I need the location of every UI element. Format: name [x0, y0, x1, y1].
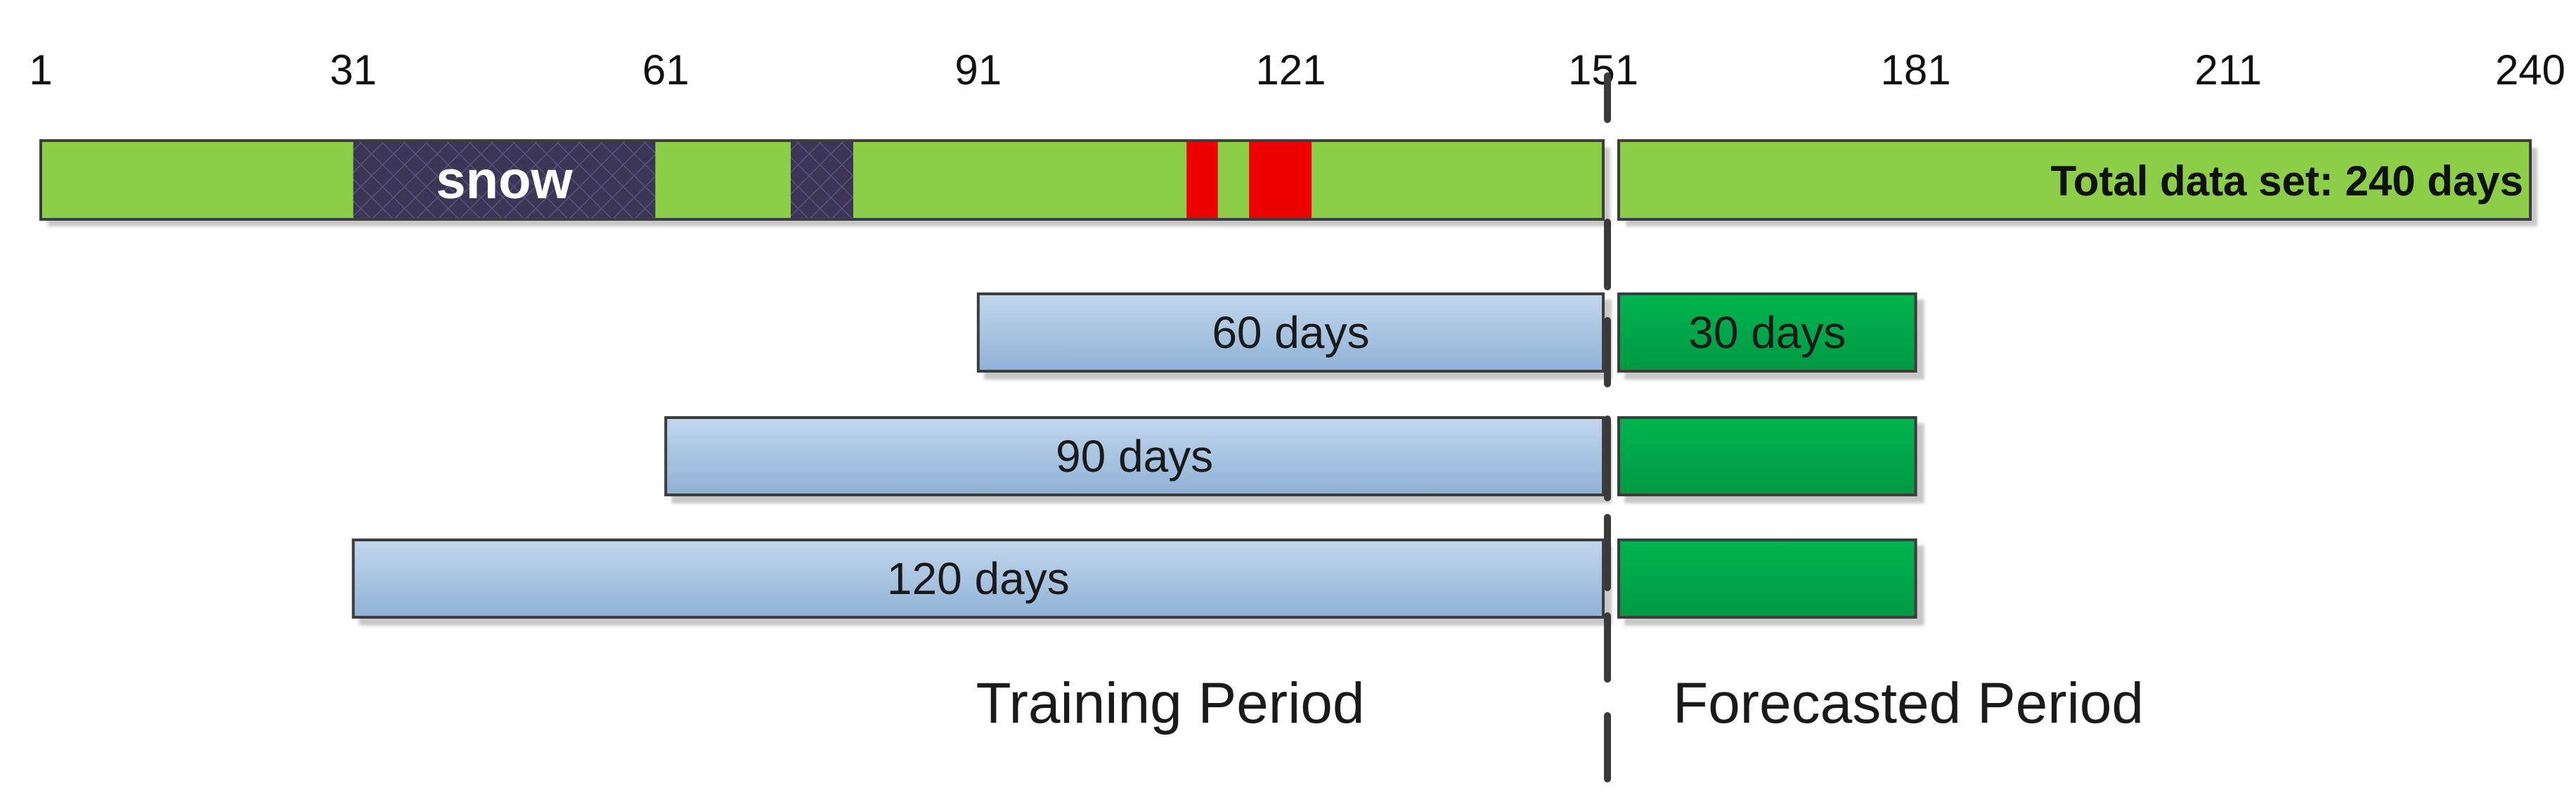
training-label-120-days: 120 days [887, 553, 1070, 604]
training-bar-60-days [976, 292, 1605, 373]
anomaly-block [1249, 141, 1312, 219]
forecast-label-30-days: 30 days [1688, 307, 1846, 358]
anomaly-block [1186, 141, 1218, 219]
tick-label: 61 [642, 46, 690, 94]
timeline-outline-right [1617, 139, 2532, 221]
tick-label: 31 [330, 46, 377, 94]
anomaly-blocks [1186, 141, 1312, 219]
tick-label: 91 [954, 46, 1002, 94]
training-window-row-90: 90 days [664, 416, 1917, 496]
day-axis-ticks: 1 31 61 91 121 151 181 211 240 [29, 46, 2565, 94]
timeline-outline-left [39, 139, 1605, 221]
forecasted-period-label: Forecasted Period [1673, 671, 2144, 735]
tick-label: 211 [2194, 46, 2262, 94]
training-bar-120-days [351, 539, 1605, 619]
training-label-60-days: 60 days [1212, 307, 1369, 358]
tick-label: 181 [1881, 46, 1951, 94]
training-period-label: Training Period [976, 671, 1364, 735]
tick-label: 121 [1255, 46, 1326, 94]
snow-blocks [353, 141, 853, 219]
total-data-timeline: snow Total data set: 240 days [39, 139, 2532, 221]
tick-label: 1 [29, 46, 52, 94]
timeline-bar-after-split [1619, 141, 2530, 219]
total-data-label: Total data set: 240 days [2051, 157, 2523, 205]
tick-label: 240 [2495, 46, 2565, 94]
snow-block [353, 141, 656, 219]
tick-label: 151 [1568, 46, 1638, 94]
training-bar-90-days [664, 416, 1605, 496]
forecast-bar-row-120 [1617, 539, 1917, 619]
training-label-90-days: 90 days [1056, 431, 1213, 482]
snow-block [791, 141, 853, 219]
forecast-bar-row-90 [1617, 416, 1917, 496]
forecast-bar-30-days [1617, 292, 1917, 373]
snow-label: snow [436, 150, 573, 210]
training-window-row-120: 120 days [351, 539, 1917, 619]
training-window-row-60: 60 days 30 days [976, 292, 1917, 373]
